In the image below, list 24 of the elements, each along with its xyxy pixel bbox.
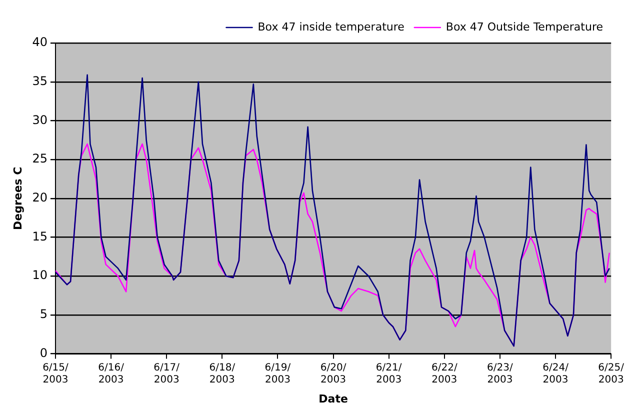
x-tick-label: 6/20/2003	[320, 362, 347, 386]
y-tick-label: 20	[32, 190, 48, 205]
y-tick-label: 25	[32, 152, 48, 166]
x-tick-label: 6/22/2003	[431, 362, 458, 386]
x-tick-label: 6/24/2003	[542, 362, 570, 386]
legend-label: Box 47 Outside Temperature	[446, 20, 604, 34]
legend-label: Box 47 inside temperature	[258, 20, 405, 34]
y-tick-label: 40	[32, 35, 48, 50]
x-tick-label: 6/21/2003	[376, 362, 402, 386]
x-tick-label: 6/18/2003	[209, 362, 236, 386]
x-tick-label: 6/25/2003	[598, 362, 625, 386]
x-tick-label: 6/17/2003	[154, 362, 180, 386]
y-tick-label: 10	[32, 268, 48, 282]
y-tick-label: 5	[40, 307, 48, 322]
y-tick-label: 15	[32, 229, 48, 244]
x-tick-label: 6/16/2003	[98, 362, 125, 386]
y-axis-title: Degrees C	[11, 166, 24, 230]
y-tick-label: 35	[32, 74, 48, 88]
y-tick-label: 30	[32, 112, 48, 127]
x-axis-title: Date	[318, 392, 348, 406]
x-tick-label: 6/19/2003	[264, 362, 292, 386]
x-tick-label: 6/23/2003	[487, 362, 514, 386]
y-tick-label: 0	[40, 346, 48, 360]
x-tick-label: 6/15/2003	[42, 362, 70, 386]
